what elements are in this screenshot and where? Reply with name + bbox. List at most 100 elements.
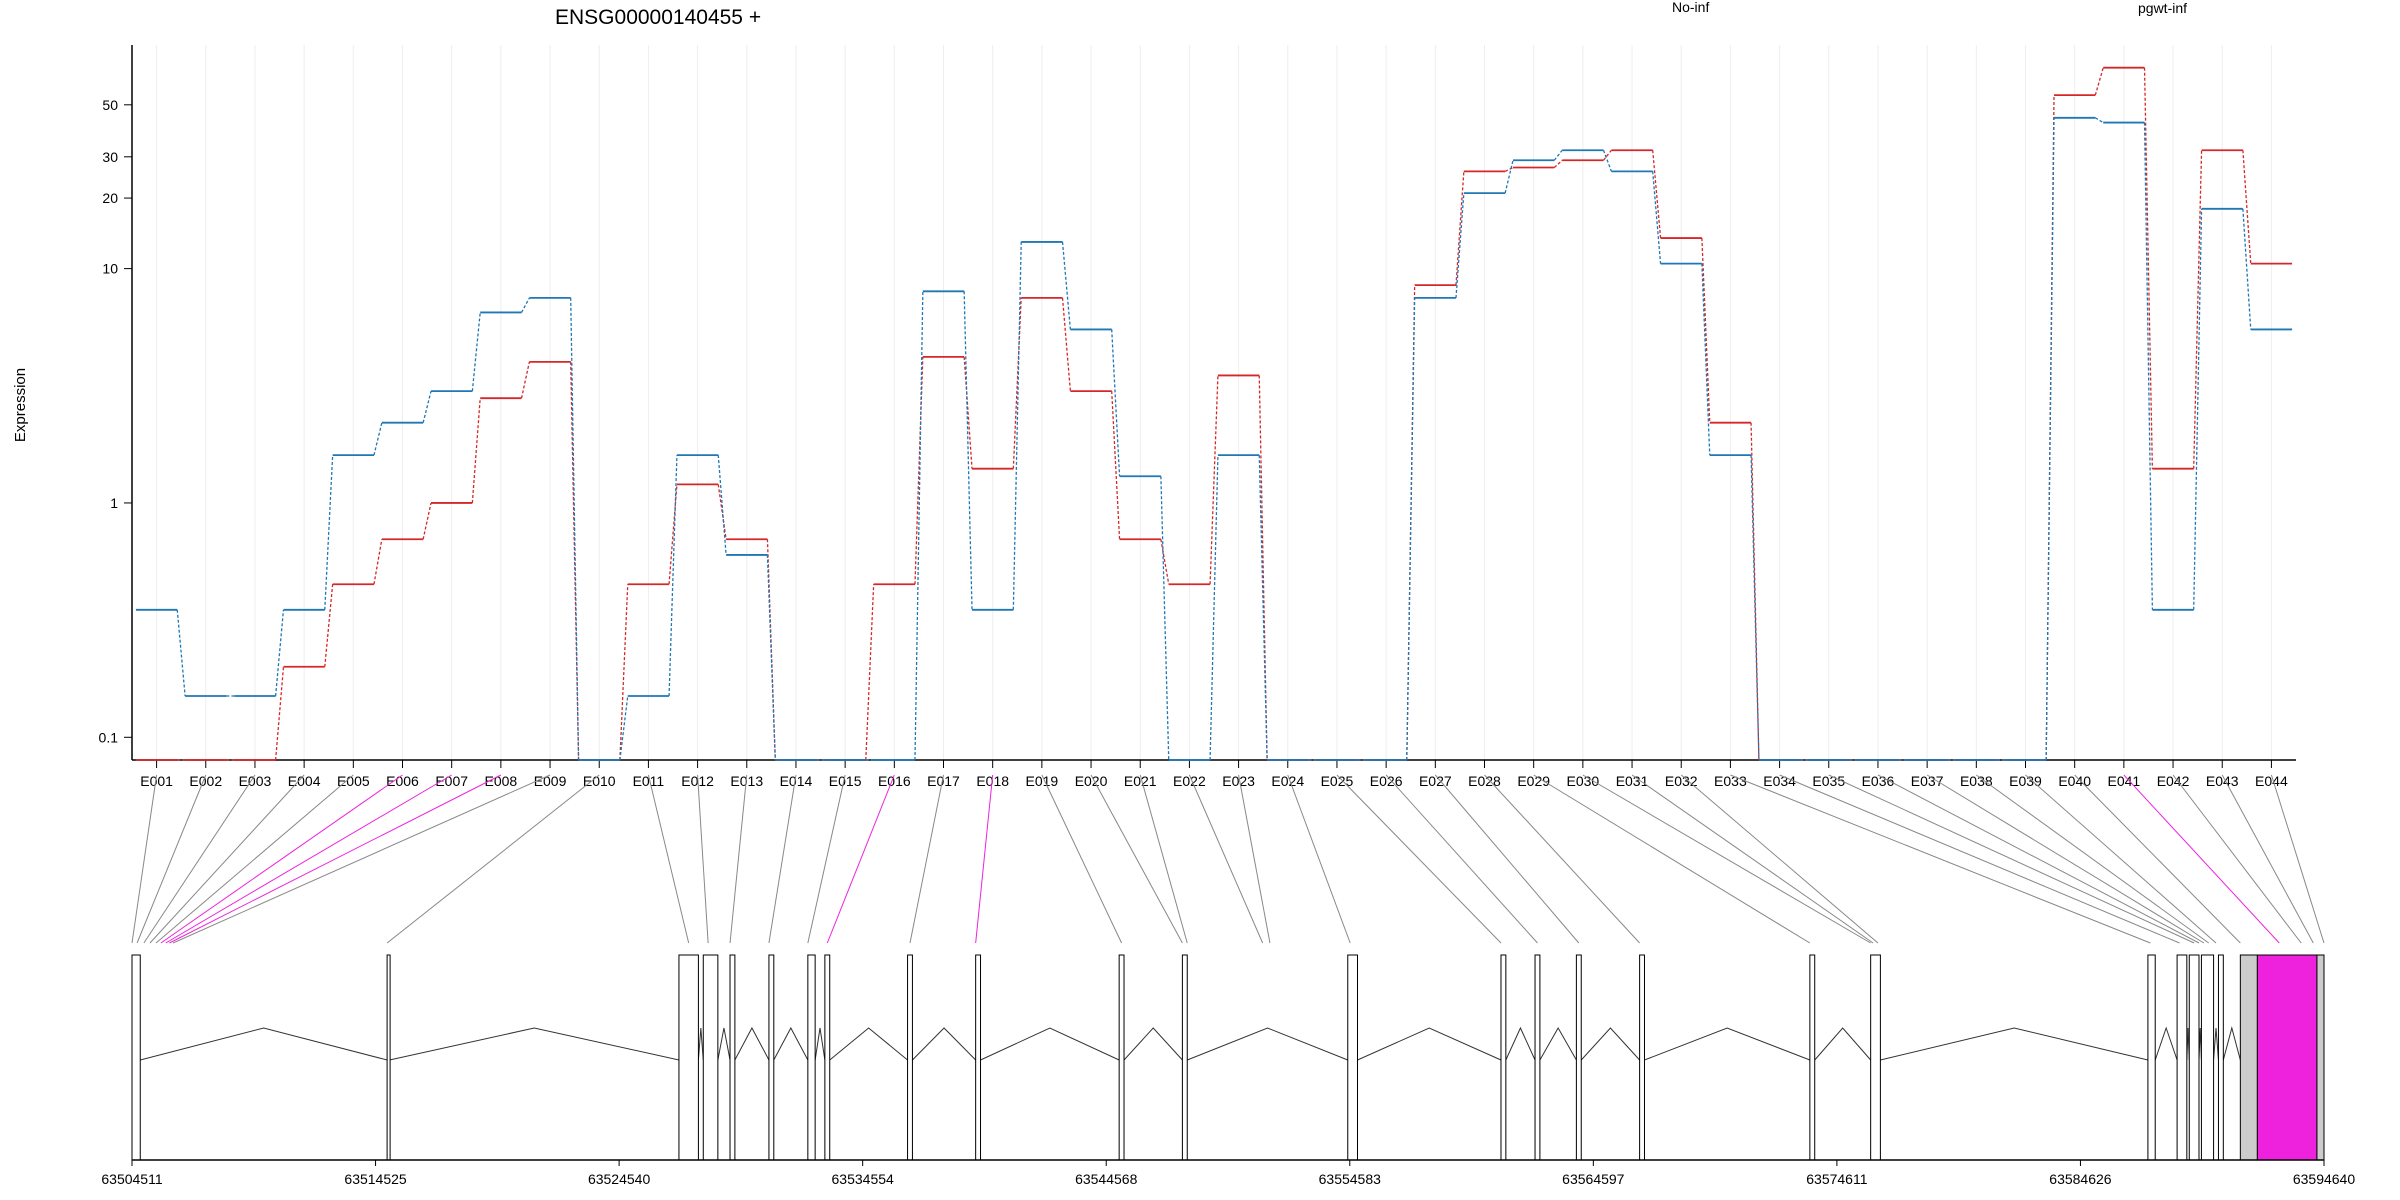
exon-connector <box>1336 774 1502 944</box>
series-0-connector <box>1553 159 1563 169</box>
exon-connector <box>149 774 305 944</box>
series-0-connector <box>1652 150 1662 239</box>
series-0-connector <box>373 539 383 585</box>
x-tick-label: E009 <box>534 773 567 789</box>
series-1-connector <box>2242 208 2252 330</box>
intron <box>1580 1027 1640 1061</box>
x-tick-label: E042 <box>2157 773 2190 789</box>
x-tick-label: E025 <box>1321 773 1354 789</box>
intron <box>980 1027 1120 1061</box>
series-lines <box>135 66 2293 761</box>
exon-connector <box>1287 774 1351 944</box>
exon-block <box>1181 954 1188 1161</box>
exon-connector <box>2221 774 2314 944</box>
x-tick-label: E022 <box>1173 773 1206 789</box>
series-1-connector <box>2095 117 2104 124</box>
exon-connector <box>1828 774 2195 944</box>
series-1-connector <box>471 312 481 392</box>
x-tick-label: E029 <box>1517 773 1550 789</box>
legend-entry-no-inf: No-inf <box>1672 0 1709 15</box>
x-tick-label: E024 <box>1271 773 1304 789</box>
y-tick-label: 1 <box>110 495 118 511</box>
x-tick-label: E011 <box>633 773 665 789</box>
intron <box>2154 1026 2178 1061</box>
exon-connector <box>1533 774 1811 944</box>
intron <box>2222 1026 2241 1061</box>
exon-connector <box>729 774 748 944</box>
exon-block <box>702 954 719 1161</box>
x-tick-label: E005 <box>337 773 370 789</box>
x-tick-label: E008 <box>485 773 518 789</box>
exon-block <box>2200 954 2215 1161</box>
x-tick-label: E036 <box>1862 773 1895 789</box>
exon-connector <box>169 774 502 944</box>
series-1-connector <box>717 455 727 555</box>
series-0-connector <box>668 484 678 585</box>
y-tick-label: 10 <box>102 261 118 277</box>
x-tick-label: E020 <box>1075 773 1108 789</box>
exon-connector <box>1730 774 2151 944</box>
x-tick-label: E018 <box>976 773 1009 789</box>
exon-block <box>807 954 816 1161</box>
x-tick-label: E039 <box>2009 773 2042 789</box>
exon-block <box>678 954 699 1161</box>
exon-block <box>1575 954 1582 1161</box>
legend-entry-pgwt-inf: pgwt-inf <box>2138 0 2187 16</box>
exon-connector <box>172 774 551 944</box>
x-tick-label: E044 <box>2255 773 2288 789</box>
series-1-connector <box>1209 455 1219 761</box>
x-tick-label: E023 <box>1222 773 1255 789</box>
x-tick-label: E007 <box>435 773 468 789</box>
exon-connector <box>143 774 256 944</box>
intron <box>1814 1027 1872 1061</box>
genomic-tick-label: 63594640 <box>2293 1171 2356 1187</box>
series-0 <box>135 66 2293 761</box>
series-1-connector <box>1701 263 1711 456</box>
series-0-connector <box>422 502 432 540</box>
intron <box>140 1027 388 1061</box>
exon-block <box>824 954 831 1161</box>
series-0-connector <box>963 356 973 469</box>
exon-connector <box>2025 774 2217 944</box>
series-0-connector <box>1455 171 1465 286</box>
intron <box>389 1027 680 1061</box>
exon-connector <box>1385 774 1538 944</box>
intron <box>734 1026 770 1061</box>
series-0-connector <box>324 584 334 667</box>
series-0-connector <box>2242 150 2252 264</box>
series-1-connector <box>570 297 580 761</box>
exon-connector <box>1434 774 1580 944</box>
exon-block <box>2176 954 2188 1161</box>
series-1-connector <box>766 554 776 761</box>
exon-connector <box>155 774 354 944</box>
series-1-connector <box>1652 171 1662 264</box>
exon-connector <box>1877 774 2200 944</box>
series-1-connector <box>520 297 530 313</box>
exon-connector <box>2123 774 2280 944</box>
exon-connector <box>826 774 895 944</box>
intron <box>1539 1026 1577 1061</box>
exon-block <box>907 954 913 1161</box>
exon-connector <box>136 774 207 944</box>
series-1-connector <box>1061 241 1072 330</box>
genomic-axis: 63504511 63514525 63524540 63534554 63544568… <box>101 1159 2356 1187</box>
exon-connector <box>1090 774 1183 944</box>
exon-connector <box>647 774 690 944</box>
x-tick-label: E034 <box>1763 773 1796 789</box>
series-1-connector <box>1258 455 1268 761</box>
series-1-connector <box>2045 117 2055 761</box>
genomic-tick-label: 63574611 <box>1806 1171 1867 1187</box>
exon-block <box>1809 954 1816 1161</box>
x-tick-label: E043 <box>2206 773 2239 789</box>
x-tick-label: E019 <box>1026 773 1059 789</box>
intron <box>773 1026 809 1061</box>
intron <box>814 1027 826 1061</box>
exon-connector <box>2074 774 2241 944</box>
x-tick-label: E035 <box>1812 773 1845 789</box>
x-tick-label: E017 <box>927 773 960 789</box>
x-tick-label: E016 <box>878 773 911 789</box>
exon-connector <box>1926 774 2205 944</box>
intron <box>2213 1027 2219 1061</box>
series-1-connector <box>2143 122 2154 610</box>
